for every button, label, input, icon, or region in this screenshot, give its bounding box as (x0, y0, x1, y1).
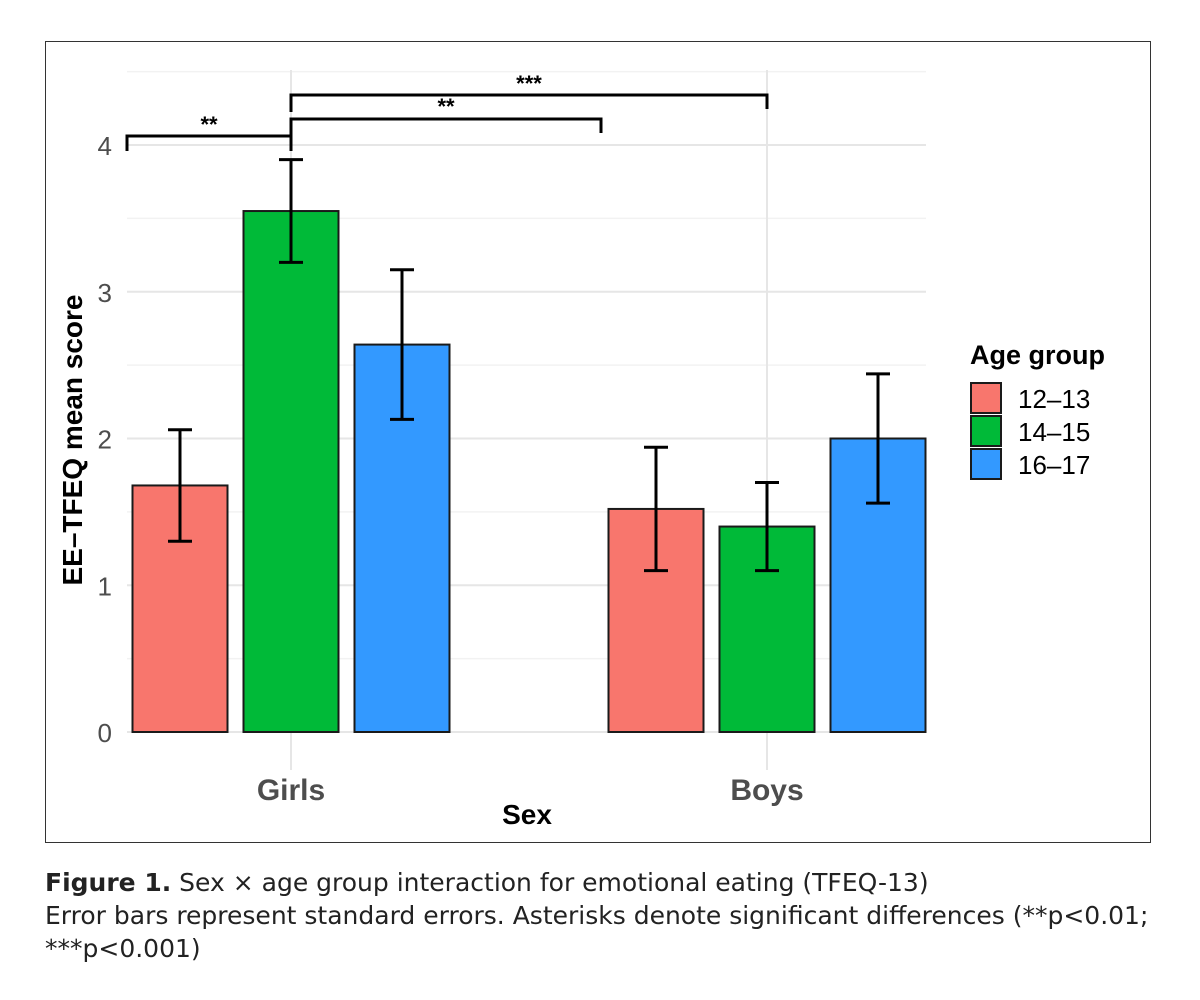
y-tick-label: 3 (98, 278, 112, 308)
legend-title: Age group (970, 340, 1105, 370)
caption-label: Figure 1. (45, 868, 172, 897)
significance-bracket (125, 134, 293, 151)
caption-title: Sex × age group interaction for emotiona… (171, 868, 929, 897)
y-axis-title: EE–TFEQ mean score (57, 294, 88, 585)
figure-caption: Figure 1. Sex × age group interaction fo… (45, 866, 1155, 965)
significance-label: ** (200, 112, 218, 137)
legend-swatch (970, 382, 1002, 414)
y-tick-label: 4 (98, 131, 112, 161)
legend-label: 12–13 (1018, 384, 1090, 414)
significance-bracket (289, 93, 769, 112)
legend-swatch (970, 415, 1002, 447)
bar (242, 210, 340, 734)
x-axis-title: Sex (502, 799, 552, 830)
figure-frame (45, 41, 1151, 843)
y-tick-label: 2 (98, 425, 112, 455)
x-tick-label: Girls (257, 774, 325, 807)
significance-bracket (289, 117, 603, 136)
legend-label: 16–17 (1018, 450, 1090, 480)
significance-label: *** (516, 71, 542, 96)
legend-swatch (970, 448, 1002, 480)
legend-label: 14–15 (1018, 417, 1090, 447)
caption-note: Error bars represent standard errors. As… (45, 901, 1149, 963)
y-tick-label: 0 (98, 718, 112, 748)
x-tick-label: Boys (730, 774, 803, 807)
significance-label: ** (437, 94, 455, 119)
y-tick-label: 1 (98, 571, 112, 601)
